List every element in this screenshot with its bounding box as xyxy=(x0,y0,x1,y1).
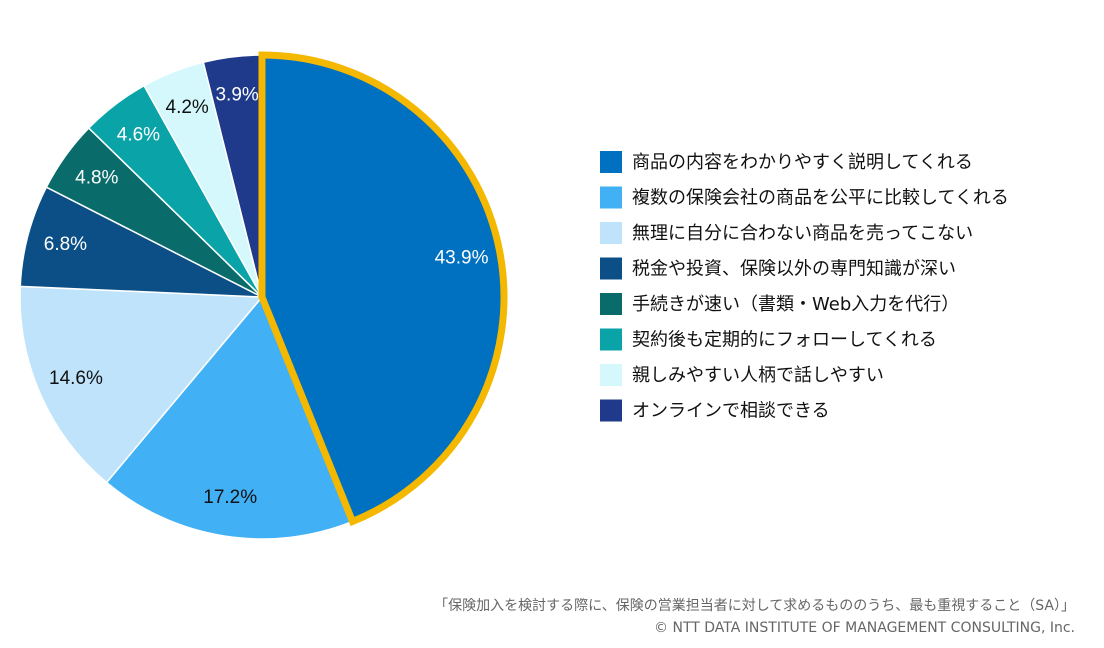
legend-swatch xyxy=(600,399,622,422)
data-label: 43.9% xyxy=(435,247,489,268)
pie-slice xyxy=(105,295,354,540)
legend-label: オンラインで相談できる xyxy=(632,401,830,422)
pie-slice xyxy=(19,285,264,484)
legend-swatch xyxy=(600,222,622,244)
legend-swatch xyxy=(600,186,622,209)
data-label: 17.2% xyxy=(203,487,257,508)
legend-label: 手続きが速い（書類・Web入力を代行） xyxy=(632,294,959,315)
data-label: 4.8% xyxy=(75,168,118,189)
data-label: 4.6% xyxy=(117,125,160,146)
legend-label: 契約後も定期的にフォローしてくれる xyxy=(632,330,937,351)
legend-swatch xyxy=(600,364,622,386)
legend: 商品の内容をわかりやすく説明してくれる複数の保険会社の商品を公平に比較してくれる… xyxy=(600,151,1009,422)
pie: 43.9% 17.2% 14.6% 6.8% 4.8% 4.6% 4.2% 3.9% xyxy=(19,51,508,540)
legend-label: 税金や投資、保険以外の専門知識が深い xyxy=(632,259,956,280)
legend-swatch xyxy=(600,151,622,173)
pie-slice xyxy=(258,51,508,527)
legend-label: 親しみやすい人柄で話しやすい xyxy=(632,365,884,386)
legend-label: 複数の保険会社の商品を公平に比較してくれる xyxy=(632,188,1009,209)
data-label: 3.9% xyxy=(215,84,258,105)
data-label: 4.2% xyxy=(166,97,209,118)
data-label: 14.6% xyxy=(49,368,103,389)
legend-label: 商品の内容をわかりやすく説明してくれる xyxy=(632,152,973,173)
legend-swatch xyxy=(600,257,622,280)
footnote: 「保険加入を検討する際に、保険の営業担当者に対して求めるもののうち、最も重視する… xyxy=(434,598,1075,614)
legend-swatch xyxy=(600,328,622,351)
legend-swatch xyxy=(600,293,622,315)
data-label: 6.8% xyxy=(44,234,87,255)
source: © NTT DATA INSTITUTE OF MANAGEMENT CONSU… xyxy=(654,620,1075,636)
legend-label: 無理に自分に合わない商品を売ってこない xyxy=(632,223,973,244)
